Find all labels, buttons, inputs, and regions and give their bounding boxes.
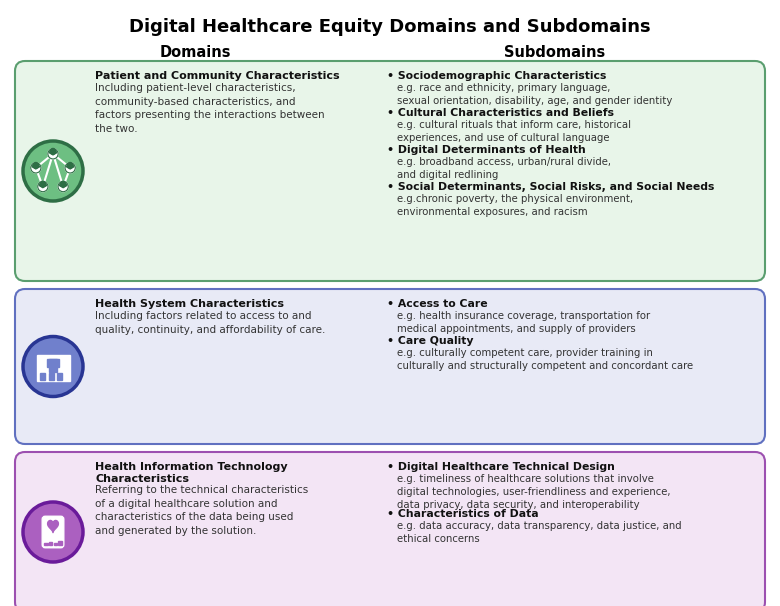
Circle shape <box>33 162 39 168</box>
Circle shape <box>67 162 73 168</box>
Circle shape <box>58 182 68 191</box>
Polygon shape <box>48 521 58 533</box>
Text: • Sociodemographic Characteristics: • Sociodemographic Characteristics <box>387 71 606 81</box>
Wedge shape <box>39 183 47 188</box>
FancyBboxPatch shape <box>15 61 765 281</box>
Text: e.g. health insurance coverage, transportation for
medical appointments, and sup: e.g. health insurance coverage, transpor… <box>397 311 650 334</box>
Text: e.g. culturally competent care, provider training in
culturally and structurally: e.g. culturally competent care, provider… <box>397 348 693 371</box>
Bar <box>58 541 62 545</box>
Bar <box>44 544 48 545</box>
Circle shape <box>30 163 41 173</box>
Wedge shape <box>59 183 67 188</box>
Text: • Digital Healthcare Technical Design: • Digital Healthcare Technical Design <box>387 462 615 472</box>
Circle shape <box>50 148 56 154</box>
Text: • Cultural Characteristics and Beliefs: • Cultural Characteristics and Beliefs <box>387 108 614 118</box>
Text: Domains: Domains <box>159 45 231 60</box>
Circle shape <box>48 148 58 159</box>
Circle shape <box>37 182 48 191</box>
Text: e.g.chronic poverty, the physical environment,
environmental exposures, and raci: e.g.chronic poverty, the physical enviro… <box>397 194 633 217</box>
Text: e.g. race and ethnicity, primary language,
sexual orientation, disability, age, : e.g. race and ethnicity, primary languag… <box>397 83 672 106</box>
Text: e.g. timeliness of healthcare solutions that involve
digital technologies, user-: e.g. timeliness of healthcare solutions … <box>397 474 671 510</box>
Text: • Digital Determinants of Health: • Digital Determinants of Health <box>387 145 586 155</box>
Wedge shape <box>32 165 40 169</box>
Bar <box>49 359 57 372</box>
Bar <box>47 359 59 367</box>
Text: Including patient-level characteristics,
community-based characteristics, and
fa: Including patient-level characteristics,… <box>95 83 324 134</box>
Text: Patient and Community Characteristics: Patient and Community Characteristics <box>95 71 339 81</box>
Bar <box>54 543 57 545</box>
Text: • Care Quality: • Care Quality <box>387 336 473 346</box>
Text: Referring to the technical characteristics
of a digital healthcare solution and
: Referring to the technical characteristi… <box>95 485 308 536</box>
Text: • Characteristics of Data: • Characteristics of Data <box>387 509 539 519</box>
Circle shape <box>40 181 46 187</box>
Text: Health Information Technology
Characteristics: Health Information Technology Characteri… <box>95 462 288 484</box>
Wedge shape <box>49 150 57 155</box>
Circle shape <box>60 181 66 187</box>
Bar <box>57 373 62 380</box>
Circle shape <box>65 163 75 173</box>
Text: • Access to Care: • Access to Care <box>387 299 488 309</box>
Circle shape <box>23 141 83 201</box>
Text: Subdomains: Subdomains <box>505 45 605 60</box>
FancyBboxPatch shape <box>42 516 64 548</box>
Circle shape <box>23 502 83 562</box>
Text: Including factors related to access to and
quality, continuity, and affordabilit: Including factors related to access to a… <box>95 311 325 335</box>
Text: Digital Healthcare Equity Domains and Subdomains: Digital Healthcare Equity Domains and Su… <box>129 18 651 36</box>
Text: e.g. data accuracy, data transparency, data justice, and
ethical concerns: e.g. data accuracy, data transparency, d… <box>397 521 682 544</box>
Text: Health System Characteristics: Health System Characteristics <box>95 299 284 309</box>
Bar <box>49 373 54 380</box>
Bar <box>49 542 52 545</box>
Wedge shape <box>66 165 74 169</box>
Circle shape <box>23 336 83 396</box>
FancyBboxPatch shape <box>15 289 765 444</box>
Text: e.g. cultural rituals that inform care, historical
experiences, and use of cultu: e.g. cultural rituals that inform care, … <box>397 120 631 143</box>
FancyBboxPatch shape <box>15 452 765 606</box>
Text: • Social Determinants, Social Risks, and Social Needs: • Social Determinants, Social Risks, and… <box>387 182 714 192</box>
Text: e.g. broadband access, urban/rural divide,
and digital redlining: e.g. broadband access, urban/rural divid… <box>397 157 611 180</box>
Bar <box>37 355 69 381</box>
Bar <box>41 373 45 380</box>
